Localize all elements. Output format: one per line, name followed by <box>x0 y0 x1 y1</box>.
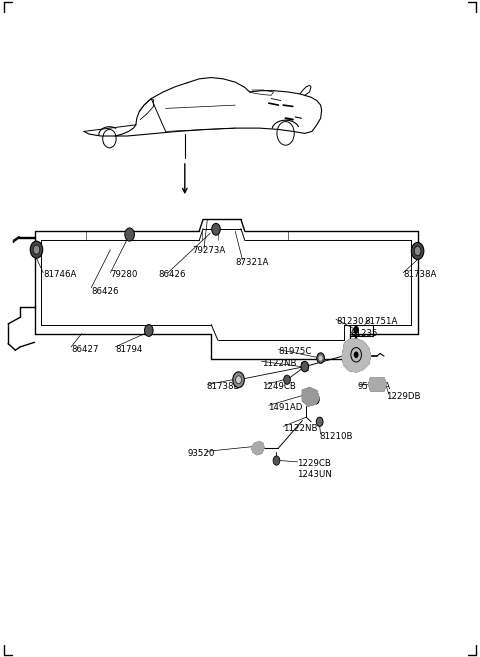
Text: 95790A: 95790A <box>358 382 391 391</box>
Text: 93520: 93520 <box>187 449 215 458</box>
Circle shape <box>284 375 290 384</box>
Text: 81751A: 81751A <box>365 317 398 327</box>
Text: 81738A: 81738A <box>403 270 437 279</box>
Circle shape <box>125 228 134 241</box>
Text: 86426: 86426 <box>158 270 186 279</box>
Polygon shape <box>369 378 386 391</box>
Circle shape <box>312 395 319 404</box>
Text: 86426: 86426 <box>91 287 119 296</box>
Text: 1122NB: 1122NB <box>283 424 318 433</box>
Text: 79273A: 79273A <box>192 246 225 256</box>
Text: 1491AD: 1491AD <box>268 403 302 412</box>
Circle shape <box>411 242 424 260</box>
Circle shape <box>236 376 241 384</box>
Circle shape <box>233 372 244 388</box>
Text: 81746A: 81746A <box>43 270 77 279</box>
Circle shape <box>316 417 323 426</box>
Circle shape <box>212 223 220 235</box>
Text: 81738B: 81738B <box>206 382 240 391</box>
Circle shape <box>30 241 43 258</box>
Circle shape <box>302 390 310 401</box>
Circle shape <box>414 246 421 256</box>
Circle shape <box>353 326 359 334</box>
Text: 79280: 79280 <box>110 270 138 279</box>
Text: 1249CB: 1249CB <box>262 382 296 391</box>
Polygon shape <box>252 442 264 455</box>
Text: 86427: 86427 <box>71 345 98 354</box>
Circle shape <box>33 245 40 254</box>
Text: 1229DB: 1229DB <box>386 392 421 401</box>
Text: 87321A: 87321A <box>235 258 269 267</box>
Text: 81210B: 81210B <box>319 432 353 441</box>
Polygon shape <box>302 388 319 406</box>
Circle shape <box>144 325 153 336</box>
Circle shape <box>354 351 359 358</box>
Circle shape <box>301 361 309 372</box>
Text: 1122NB: 1122NB <box>262 359 296 368</box>
Polygon shape <box>342 339 371 372</box>
Text: 81235: 81235 <box>350 329 378 338</box>
Circle shape <box>273 456 280 465</box>
Text: 81230: 81230 <box>336 317 363 327</box>
Text: 1243UN: 1243UN <box>297 470 332 479</box>
Circle shape <box>317 353 324 363</box>
Text: 81975C: 81975C <box>278 347 312 356</box>
Text: 81794: 81794 <box>115 345 143 354</box>
Circle shape <box>319 355 323 361</box>
Text: 1229CB: 1229CB <box>297 459 331 468</box>
